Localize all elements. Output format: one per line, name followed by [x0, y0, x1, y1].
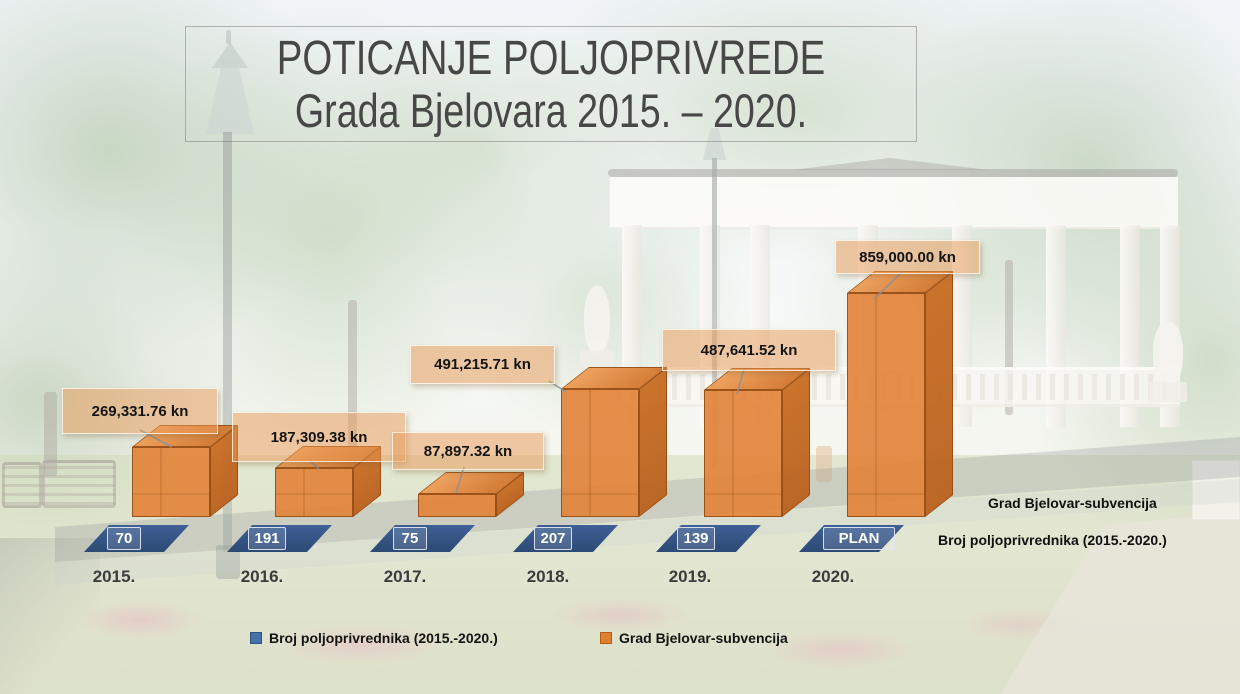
year-label-2019: 2019.: [668, 567, 712, 586]
value-label-2020: 859,000.00 kn: [835, 240, 980, 274]
count-value: PLAN: [823, 527, 895, 550]
year-label-2018: 2018.: [526, 567, 570, 586]
year-label-2017: 2017.: [383, 567, 427, 586]
count-marker-2017: 75: [370, 525, 480, 552]
stone-block: [1192, 460, 1240, 520]
value-label-2017: 87,897.32 kn: [392, 432, 544, 470]
title-box: POTICANJE POLJOPRIVREDE Grada Bjelovara …: [185, 26, 917, 142]
statue-pedestal: [580, 350, 614, 366]
legend-label: Broj poljoprivrednika (2015.-2020.): [269, 630, 498, 646]
park-bench: [2, 462, 42, 508]
value-label-2015: 269,331.76 kn: [62, 388, 218, 434]
shaded-path-corner: [0, 538, 100, 694]
tree-trunk: [348, 300, 357, 465]
bar-front-face: [275, 468, 353, 517]
bar-front-face: [132, 447, 210, 517]
bar-side-face: [782, 367, 810, 517]
year-label-2015: 2015.: [92, 567, 136, 586]
statue: [1153, 322, 1183, 386]
legend-swatch-orange: [600, 632, 612, 644]
park-bench: [42, 460, 116, 508]
count-marker-2018: 207: [513, 525, 623, 552]
year-label-2016: 2016.: [240, 567, 284, 586]
slide-title-line2: Grada Bjelovara 2015. – 2020.: [294, 84, 808, 137]
bar-side-face: [925, 270, 953, 517]
count-value: 191: [248, 527, 286, 550]
legend-swatch-blue: [250, 632, 262, 644]
legend-item-subvencija: Grad Bjelovar-subvencija: [600, 630, 788, 646]
value-label-2018: 491,215.71 kn: [410, 345, 555, 384]
lamp-pole-small: [712, 158, 717, 468]
statue-pedestal: [1149, 382, 1187, 402]
bar-front-face: [704, 390, 782, 517]
value-label-2016: 187,309.38 kn: [232, 412, 406, 462]
distant-sign: [816, 446, 832, 482]
slide-title-line1: POTICANJE POLJOPRIVREDE: [276, 32, 826, 85]
count-value: 139: [677, 527, 715, 550]
count-marker-2019: 139: [656, 525, 766, 552]
statue: [584, 286, 610, 354]
value-label-2019: 487,641.52 kn: [662, 329, 836, 371]
series-axis-label-subvencija: Grad Bjelovar-subvencija: [988, 495, 1157, 511]
count-value: 75: [393, 527, 427, 550]
bar-side-face: [639, 366, 667, 517]
count-value: 70: [107, 527, 141, 550]
bar-front-face: [418, 494, 496, 517]
bar-front-face: [847, 293, 925, 517]
legend-item-poljoprivrednici: Broj poljoprivrednika (2015.-2020.): [250, 630, 498, 646]
series-axis-label-poljoprivrednici: Broj poljoprivrednika (2015.-2020.): [938, 532, 1167, 548]
legend-label: Grad Bjelovar-subvencija: [619, 630, 788, 646]
count-value: 207: [534, 527, 572, 550]
tree-trunk: [1005, 260, 1013, 415]
lamp-lantern-small: [703, 128, 726, 160]
count-marker-2020-plan: PLAN: [799, 525, 909, 552]
year-label-2020: 2020.: [811, 567, 855, 586]
gazebo-roof-edge: [608, 169, 1178, 177]
lamp-finial: [226, 30, 231, 44]
count-marker-2016: 191: [227, 525, 337, 552]
gazebo-entablature: [610, 177, 1178, 229]
tree-trunk: [44, 392, 57, 476]
lamp-pole: [223, 132, 232, 552]
bar-front-face: [561, 389, 639, 517]
count-marker-2015: 70: [84, 525, 194, 552]
